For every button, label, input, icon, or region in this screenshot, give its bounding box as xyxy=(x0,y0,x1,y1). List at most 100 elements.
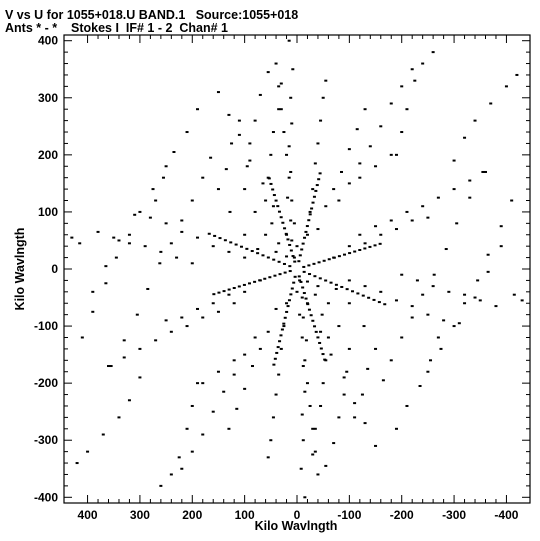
data-point xyxy=(180,316,184,319)
data-point xyxy=(358,176,362,179)
data-point xyxy=(429,359,433,362)
data-point xyxy=(319,347,323,350)
data-point xyxy=(287,299,291,302)
data-point xyxy=(319,119,323,122)
data-point xyxy=(211,245,215,248)
data-point xyxy=(223,239,227,242)
data-point xyxy=(337,255,341,258)
data-point xyxy=(303,390,307,393)
data-point xyxy=(374,165,378,168)
data-point xyxy=(345,370,349,373)
data-point xyxy=(258,347,262,350)
data-point xyxy=(75,462,79,465)
data-point xyxy=(394,427,398,430)
data-point xyxy=(253,336,257,339)
data-point xyxy=(284,232,288,235)
data-point xyxy=(80,336,84,339)
data-point xyxy=(278,273,282,276)
data-point xyxy=(216,188,220,191)
data-point xyxy=(282,322,286,325)
x-tick-label: 200 xyxy=(182,508,202,522)
data-point xyxy=(122,339,126,342)
data-point xyxy=(272,258,276,261)
data-point xyxy=(275,351,279,354)
data-point xyxy=(486,270,490,273)
data-point xyxy=(383,303,387,306)
data-point xyxy=(426,313,430,316)
data-point xyxy=(271,131,275,134)
data-point xyxy=(452,325,456,328)
y-tick-label: 0 xyxy=(51,262,58,276)
data-point xyxy=(326,336,330,339)
data-point xyxy=(289,96,293,99)
data-point xyxy=(353,402,357,405)
data-point xyxy=(196,307,200,310)
data-point xyxy=(290,199,294,202)
data-point xyxy=(211,410,215,413)
data-point xyxy=(308,404,312,407)
data-point xyxy=(372,298,376,301)
data-point xyxy=(196,382,200,385)
data-point xyxy=(272,194,276,197)
data-point xyxy=(133,213,137,216)
x-axis-title: Kilo Wavlngth xyxy=(255,519,338,533)
data-point xyxy=(283,316,287,319)
data-point xyxy=(243,387,247,390)
data-point xyxy=(421,205,425,208)
data-point xyxy=(185,131,189,134)
data-point xyxy=(287,39,291,42)
data-point xyxy=(307,264,311,267)
data-point xyxy=(169,242,173,245)
x-tick-label: 300 xyxy=(130,508,150,522)
data-point xyxy=(159,484,163,487)
data-point xyxy=(286,238,290,241)
data-point xyxy=(295,290,299,293)
data-point xyxy=(313,293,317,296)
data-point xyxy=(201,382,205,385)
data-point xyxy=(377,301,381,304)
data-point xyxy=(367,296,371,299)
x-tick-label: -300 xyxy=(442,508,466,522)
data-point xyxy=(282,262,286,265)
data-point xyxy=(329,281,333,284)
data-point xyxy=(297,275,301,278)
data-point xyxy=(444,248,448,251)
data-point xyxy=(340,170,344,173)
data-point xyxy=(229,241,233,244)
data-point xyxy=(317,178,321,181)
y-tick-label: 400 xyxy=(38,34,58,48)
data-point xyxy=(271,205,275,208)
data-point xyxy=(201,176,205,179)
data-point xyxy=(309,314,313,317)
data-point xyxy=(323,358,327,361)
data-point xyxy=(463,136,467,139)
data-point xyxy=(389,359,393,362)
data-point xyxy=(405,404,409,407)
data-point xyxy=(305,233,309,236)
data-point xyxy=(515,73,519,76)
data-point xyxy=(431,51,435,54)
plot-frame xyxy=(63,34,531,504)
data-point xyxy=(316,142,320,145)
data-point xyxy=(159,250,163,253)
data-point xyxy=(332,256,336,259)
data-point xyxy=(300,248,304,251)
data-point xyxy=(301,365,305,368)
data-point xyxy=(347,347,351,350)
data-point xyxy=(158,262,162,265)
data-point xyxy=(196,236,200,239)
data-point xyxy=(332,442,336,445)
data-point xyxy=(361,294,365,297)
data-point xyxy=(481,170,485,173)
data-point xyxy=(353,250,357,253)
y-tick-labels: 400 300 200 100 0 -100 -200 -300 -400 xyxy=(34,34,58,505)
data-point xyxy=(318,341,322,344)
data-point xyxy=(308,273,312,276)
data-point xyxy=(324,464,328,467)
data-point xyxy=(301,439,305,442)
data-point xyxy=(209,156,213,159)
data-point xyxy=(304,297,308,300)
data-point xyxy=(311,201,315,204)
data-point xyxy=(273,274,277,277)
data-point xyxy=(269,439,273,442)
